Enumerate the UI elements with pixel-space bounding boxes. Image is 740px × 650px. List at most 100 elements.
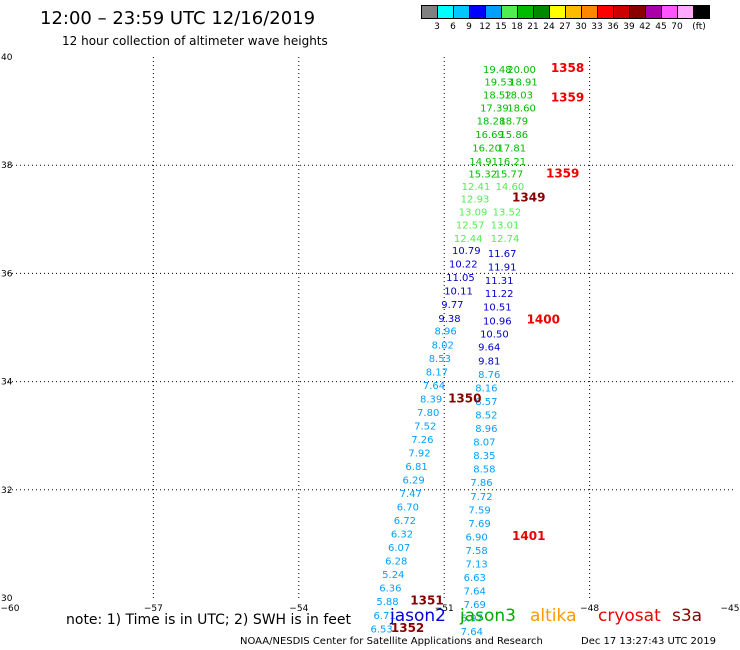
wave-height-label: 12.41 xyxy=(462,182,491,193)
wave-height-label: 9.38 xyxy=(438,314,460,325)
wave-height-label: 5.24 xyxy=(382,570,404,581)
x-tick-label: −57 xyxy=(144,604,163,614)
color-scale-label: 45 xyxy=(655,22,667,32)
wave-height-label: 18.28 xyxy=(477,116,506,127)
color-scale-label: 15 xyxy=(495,22,507,32)
wave-height-label: 7.13 xyxy=(466,559,488,570)
color-scale-label: 3 xyxy=(434,22,440,32)
wave-height-label: 6.81 xyxy=(405,462,427,473)
wave-height-label: 6.72 xyxy=(394,516,416,527)
color-scale-label: 9 xyxy=(466,22,472,32)
color-scale-label: 24 xyxy=(543,22,555,32)
pass-time-label: 1359 xyxy=(551,91,584,105)
wave-height-label: 8.17 xyxy=(426,367,448,378)
x-tick-label: −45 xyxy=(721,604,740,614)
pass-time-label: 1400 xyxy=(527,312,560,326)
color-scale-label: 42 xyxy=(639,22,651,32)
color-scale-legend: 3 6 9 12 15 18 21 24 27 30 33 36 39 42 45 70 (ft) xyxy=(421,5,710,34)
wave-height-label: 8.07 xyxy=(473,438,495,449)
wave-height-label: 10.50 xyxy=(480,329,509,340)
wave-height-label: 9.64 xyxy=(478,342,500,353)
wave-height-label: 19.53 xyxy=(484,77,513,88)
x-tick-label: −51 xyxy=(435,604,454,614)
wave-height-label: 18.52 xyxy=(483,90,512,101)
wave-height-label: 8.58 xyxy=(473,465,495,476)
wave-height-label: 5.88 xyxy=(376,597,398,608)
wave-height-label: 10.22 xyxy=(449,260,478,271)
wave-height-label: 13.09 xyxy=(459,208,488,219)
wave-height-label: 15.86 xyxy=(499,130,528,141)
wave-height-label: 7.80 xyxy=(417,408,439,419)
wave-height-label: 19.48 xyxy=(483,65,512,76)
satellite-legend-jason2: jason2 xyxy=(390,606,446,626)
wave-height-label: 7.58 xyxy=(466,546,488,557)
wave-height-label: 7.59 xyxy=(468,505,490,516)
wave-height-label: 7.69 xyxy=(468,519,490,530)
wave-height-label: 6.97 xyxy=(461,613,483,624)
color-scale-label: 18 xyxy=(511,22,523,32)
color-scale-label: 39 xyxy=(623,22,635,32)
wave-height-label: 9.77 xyxy=(441,300,463,311)
wave-height-label: 11.22 xyxy=(485,289,514,300)
wave-height-label: 18.03 xyxy=(504,90,533,101)
y-tick-label: 36 xyxy=(1,269,13,279)
wave-height-label: 18.79 xyxy=(499,116,528,127)
satellite-legend-s3a: s3a xyxy=(672,606,703,626)
wave-height-label: 8.76 xyxy=(478,370,500,381)
color-scale-label: 12 xyxy=(479,22,491,32)
pass-time-label: 1352 xyxy=(391,621,424,635)
wave-height-label: 17.81 xyxy=(498,143,527,154)
wave-height-label: 8.52 xyxy=(475,411,497,422)
color-scale-swatches xyxy=(421,5,710,19)
wave-height-label: 7.69 xyxy=(464,600,486,611)
footer-credit: NOAA/NESDIS Center for Satellite Applica… xyxy=(240,636,543,647)
wave-height-label: 8.96 xyxy=(475,424,497,435)
color-scale-label: 33 xyxy=(591,22,603,32)
wave-height-label: 7.72 xyxy=(470,492,492,503)
wave-height-label: 7.92 xyxy=(408,448,430,459)
pass-time-label: 1351 xyxy=(410,594,443,608)
pass-time-label: 1349 xyxy=(512,191,545,205)
wave-height-label: 7.26 xyxy=(411,435,433,446)
wave-height-label: 11.67 xyxy=(488,249,517,260)
y-tick-label: 40 xyxy=(1,53,13,63)
wave-height-label: 6.71 xyxy=(373,611,395,622)
wave-height-label: 8.57 xyxy=(475,397,497,408)
wave-height-label: 12.93 xyxy=(461,195,490,206)
wave-height-label: 17.39 xyxy=(480,103,509,114)
wave-height-label: 18.91 xyxy=(509,77,538,88)
wave-height-label: 8.35 xyxy=(473,451,495,462)
wave-height-label: 6.70 xyxy=(397,503,419,514)
color-scale-label: 36 xyxy=(607,22,619,32)
wave-height-label: 6.53 xyxy=(371,624,393,635)
color-scale-label: 27 xyxy=(559,22,571,32)
page-title: 12:00 – 23:59 UTC 12/16/2019 xyxy=(40,8,316,29)
pass-time-label: 1359 xyxy=(546,166,579,180)
wave-height-label: 6.36 xyxy=(379,584,401,595)
page-subtitle: 12 hour collection of altimeter wave hei… xyxy=(62,34,328,48)
wave-height-label: 8.39 xyxy=(420,394,442,405)
color-scale-label: 6 xyxy=(450,22,456,32)
color-swatch xyxy=(693,5,710,19)
wave-height-label: 7.52 xyxy=(414,421,436,432)
pass-time-label: 1401 xyxy=(512,529,545,543)
y-tick-label: 32 xyxy=(1,486,12,496)
wave-height-label: 16.69 xyxy=(475,130,504,141)
wave-height-label: 6.32 xyxy=(391,530,413,541)
wave-height-label: 10.51 xyxy=(483,302,512,313)
wave-height-label: 11.31 xyxy=(485,276,514,287)
y-tick-label: 34 xyxy=(1,378,13,388)
y-tick-label: 30 xyxy=(1,594,13,604)
wave-height-label: 15.32 xyxy=(468,169,497,180)
wave-height-label: 6.63 xyxy=(464,573,486,584)
color-scale-label: 70 xyxy=(671,22,683,32)
axis-tick-labels: −60 −57 −54 −51 −48 −45 30 32 34 36 38 40 xyxy=(1,53,740,614)
x-tick-label: −54 xyxy=(289,604,308,614)
wave-height-label: 10.96 xyxy=(483,316,512,327)
wave-height-label: 10.11 xyxy=(444,287,473,298)
wave-height-label: 11.91 xyxy=(488,262,517,273)
wave-height-label: 16.20 xyxy=(472,143,501,154)
wave-height-label: 14.91 xyxy=(469,157,498,168)
